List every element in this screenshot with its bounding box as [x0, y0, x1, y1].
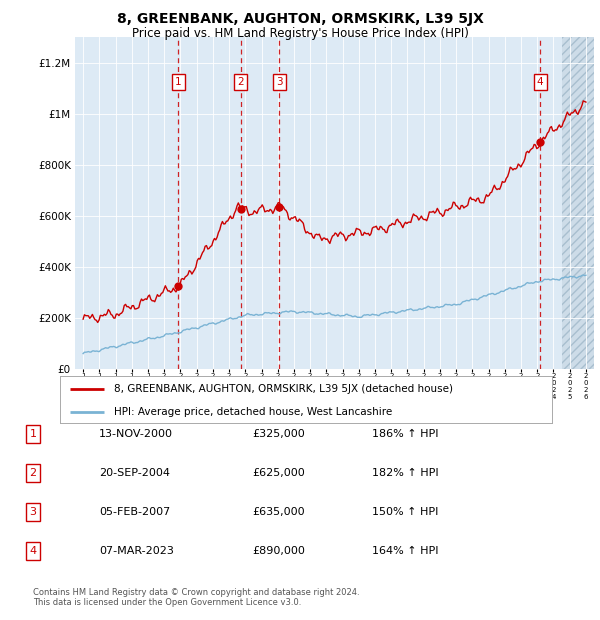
Text: 3: 3: [29, 507, 37, 517]
Text: £635,000: £635,000: [252, 507, 305, 517]
Text: Price paid vs. HM Land Registry's House Price Index (HPI): Price paid vs. HM Land Registry's House …: [131, 27, 469, 40]
Text: 13-NOV-2000: 13-NOV-2000: [99, 429, 173, 439]
Text: HPI: Average price, detached house, West Lancashire: HPI: Average price, detached house, West…: [114, 407, 392, 417]
Text: 1: 1: [29, 429, 37, 439]
Text: £325,000: £325,000: [252, 429, 305, 439]
Text: 4: 4: [537, 77, 544, 87]
Text: 182% ↑ HPI: 182% ↑ HPI: [372, 468, 439, 478]
Text: 07-MAR-2023: 07-MAR-2023: [99, 546, 174, 556]
Text: 8, GREENBANK, AUGHTON, ORMSKIRK, L39 5JX: 8, GREENBANK, AUGHTON, ORMSKIRK, L39 5JX: [116, 12, 484, 27]
Text: 20-SEP-2004: 20-SEP-2004: [99, 468, 170, 478]
Text: £890,000: £890,000: [252, 546, 305, 556]
Text: 2: 2: [29, 468, 37, 478]
Text: 1: 1: [175, 77, 182, 87]
Text: £625,000: £625,000: [252, 468, 305, 478]
Bar: [562, 37, 594, 369]
Bar: [562, 37, 594, 369]
Text: 186% ↑ HPI: 186% ↑ HPI: [372, 429, 439, 439]
Text: 05-FEB-2007: 05-FEB-2007: [99, 507, 170, 517]
Text: 8, GREENBANK, AUGHTON, ORMSKIRK, L39 5JX (detached house): 8, GREENBANK, AUGHTON, ORMSKIRK, L39 5JX…: [114, 384, 453, 394]
Text: 150% ↑ HPI: 150% ↑ HPI: [372, 507, 439, 517]
Text: 3: 3: [276, 77, 283, 87]
Text: 164% ↑ HPI: 164% ↑ HPI: [372, 546, 439, 556]
Text: 2: 2: [238, 77, 244, 87]
Text: 4: 4: [29, 546, 37, 556]
Text: Contains HM Land Registry data © Crown copyright and database right 2024.
This d: Contains HM Land Registry data © Crown c…: [33, 588, 359, 607]
